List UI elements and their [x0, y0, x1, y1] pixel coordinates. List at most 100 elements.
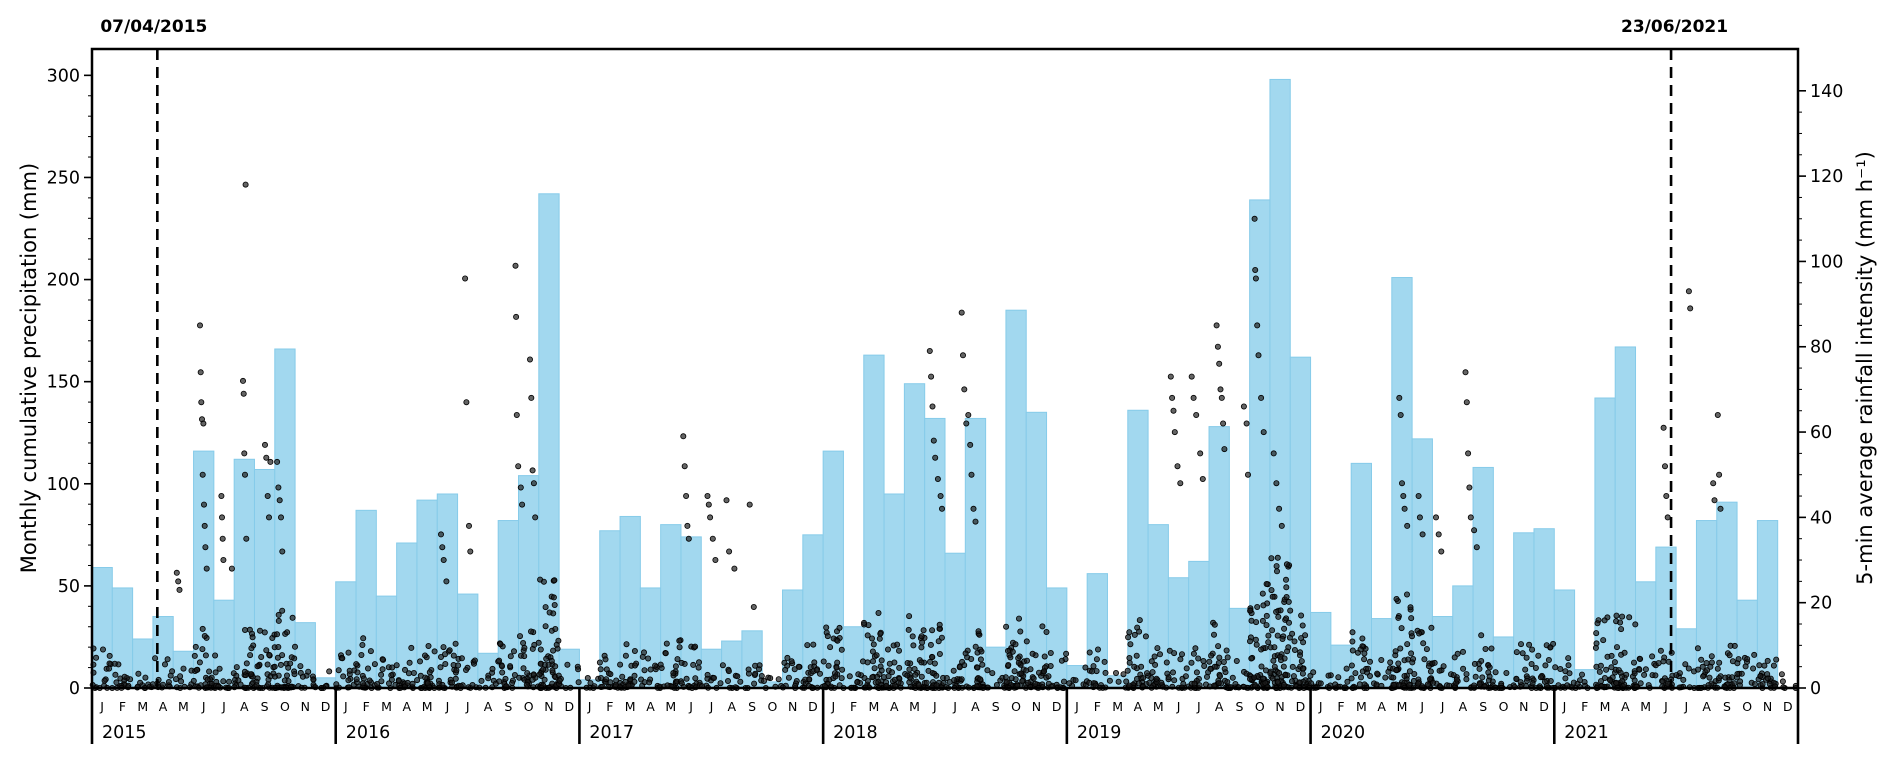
- intensity-point: [905, 626, 912, 633]
- intensity-point: [875, 610, 882, 617]
- intensity-point-2020-09-06: [1473, 544, 1480, 551]
- intensity-point-2018-08-13: [970, 505, 977, 512]
- intensity-point: [284, 629, 291, 636]
- intensity-point: [1269, 627, 1276, 634]
- intensity-point: [1361, 656, 1368, 663]
- intensity-point: [927, 641, 934, 648]
- intensity-point: [340, 673, 347, 680]
- intensity-point: [275, 611, 282, 618]
- intensity-point: [408, 644, 415, 651]
- precip-bar-2019-07: [1188, 560, 1210, 689]
- intensity-point: [241, 668, 248, 675]
- intensity-point: [212, 669, 219, 676]
- intensity-point: [489, 665, 496, 672]
- x-month-label: A: [727, 699, 736, 714]
- intensity-point: [813, 667, 820, 674]
- intensity-point: [854, 679, 861, 686]
- intensity-point-2015-08-15: [240, 390, 247, 397]
- x-month-label: N: [1275, 699, 1284, 714]
- intensity-point-2018-07-28: [960, 352, 967, 359]
- intensity-point-2018-08-08: [967, 441, 974, 448]
- intensity-point: [1298, 658, 1305, 665]
- intensity-point: [806, 676, 813, 683]
- intensity-point: [540, 578, 547, 585]
- intensity-point-2015-06-14: [199, 471, 206, 478]
- intensity-point: [1032, 680, 1039, 687]
- intensity-point: [520, 640, 527, 647]
- intensity-point: [161, 661, 168, 668]
- intensity-point: [1029, 650, 1036, 657]
- intensity-point-2017-08-08: [723, 497, 730, 504]
- intensity-point: [305, 668, 312, 675]
- intensity-point: [552, 663, 559, 670]
- x-month-label: N: [1519, 699, 1528, 714]
- intensity-point: [1258, 663, 1265, 670]
- intensity-point: [1263, 622, 1270, 629]
- precipitation-bars: [91, 78, 1779, 689]
- intensity-point: [1393, 596, 1400, 603]
- intensity-point-2019-06-10: [1171, 429, 1178, 436]
- x-month-label: J: [445, 699, 450, 714]
- y-tick-label-250: 250: [47, 168, 80, 188]
- intensity-point: [1751, 651, 1758, 658]
- intensity-point: [414, 677, 421, 684]
- intensity-point: [918, 673, 925, 680]
- intensity-point: [263, 647, 270, 654]
- intensity-point: [575, 666, 582, 673]
- intensity-point: [552, 626, 559, 633]
- intensity-point: [619, 673, 626, 680]
- intensity-point: [1415, 680, 1422, 687]
- intensity-point: [1265, 639, 1272, 646]
- intensity-point: [870, 658, 877, 665]
- intensity-point: [546, 609, 553, 616]
- intensity-point: [1093, 656, 1100, 663]
- intensity-point: [912, 671, 919, 678]
- intensity-point: [353, 661, 360, 668]
- date-markers: 07/04/2015 23/06/2021: [100, 17, 1728, 688]
- precip-bar-2021-06: [1655, 546, 1677, 689]
- intensity-point: [1594, 620, 1601, 627]
- y2-tick-label-60: 60: [1810, 423, 1832, 443]
- intensity-point-2020-09-02: [1471, 527, 1478, 534]
- intensity-point: [1637, 680, 1644, 687]
- intensity-point: [1716, 675, 1723, 682]
- intensity-point: [404, 679, 411, 686]
- intensity-point: [359, 642, 366, 649]
- intensity-point: [1299, 670, 1306, 677]
- intensity-point: [1023, 638, 1030, 645]
- intensity-point: [1657, 647, 1664, 654]
- intensity-point-2019-08-20: [1218, 394, 1225, 401]
- intensity-point: [462, 667, 469, 674]
- intensity-point: [1613, 612, 1620, 619]
- intensity-point: [885, 673, 892, 680]
- intensity-point-2015-05-08: [175, 578, 182, 585]
- intensity-point: [510, 648, 517, 655]
- intensity-point-2020-08-28: [1467, 514, 1474, 521]
- intensity-point: [507, 653, 514, 660]
- left-axis-title: Monthly cumulative precipitation (mm): [17, 163, 41, 573]
- intensity-point: [551, 602, 558, 609]
- intensity-point: [366, 677, 373, 684]
- intensity-points: [173, 181, 1724, 611]
- intensity-point: [1024, 679, 1031, 686]
- intensity-point: [1101, 658, 1108, 665]
- intensity-point: [1191, 680, 1198, 687]
- intensity-point-2020-07-06: [1433, 514, 1440, 521]
- intensity-point: [241, 627, 248, 634]
- intensity-point-2019-10-12: [1254, 322, 1261, 329]
- x-month-label: S: [1236, 699, 1244, 714]
- intensity-point: [1761, 662, 1768, 669]
- intensity-point: [1126, 655, 1133, 662]
- precip-bar-2016-07: [457, 593, 479, 689]
- intensity-point-2021-06-18: [1664, 514, 1671, 521]
- intensity-point: [725, 678, 732, 685]
- x-month-label: N: [1032, 699, 1041, 714]
- intensity-point: [507, 663, 514, 670]
- intensity-point: [1621, 649, 1628, 656]
- x-month-label: F: [606, 699, 613, 714]
- intensity-point: [367, 648, 374, 655]
- intensity-point: [1770, 662, 1777, 669]
- intensity-point: [752, 670, 759, 677]
- intensity-point: [657, 661, 664, 668]
- intensity-point: [929, 654, 936, 661]
